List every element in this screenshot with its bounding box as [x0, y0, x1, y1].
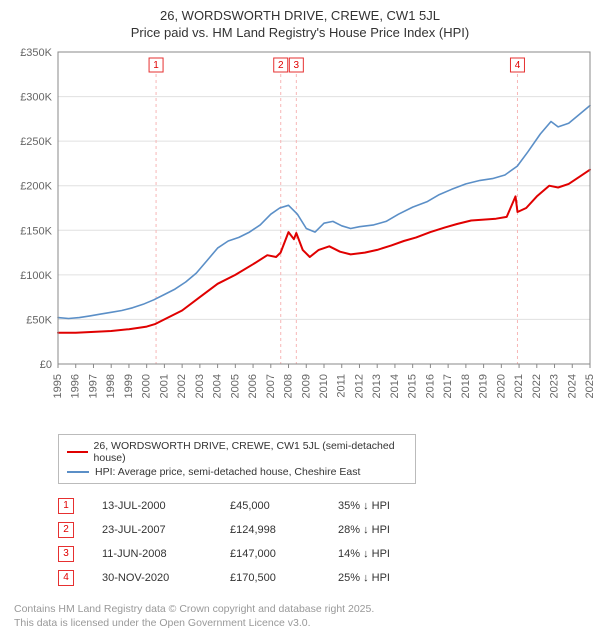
event-row: 3 11-JUN-2008 £147,000 14% ↓ HPI [58, 542, 594, 566]
svg-text:2024: 2024 [566, 374, 578, 398]
svg-text:£250K: £250K [20, 136, 52, 148]
svg-text:2014: 2014 [389, 374, 401, 398]
event-marker: 4 [58, 570, 74, 586]
svg-text:4: 4 [515, 60, 521, 71]
event-delta: 25% ↓ HPI [338, 572, 428, 584]
svg-text:£200K: £200K [20, 180, 52, 192]
svg-text:1999: 1999 [123, 374, 135, 398]
legend-label: 26, WORDSWORTH DRIVE, CREWE, CW1 5JL (se… [94, 440, 407, 464]
event-row: 4 30-NOV-2020 £170,500 25% ↓ HPI [58, 566, 594, 590]
svg-text:1996: 1996 [70, 374, 82, 398]
svg-text:£50K: £50K [26, 314, 52, 326]
svg-text:2004: 2004 [212, 374, 224, 398]
svg-text:2015: 2015 [407, 374, 419, 398]
svg-text:2017: 2017 [442, 374, 454, 398]
legend-swatch [67, 471, 89, 473]
title-line-2: Price paid vs. HM Land Registry's House … [6, 25, 594, 42]
svg-text:2022: 2022 [531, 374, 543, 398]
svg-text:£150K: £150K [20, 225, 52, 237]
event-row: 1 13-JUL-2000 £45,000 35% ↓ HPI [58, 494, 594, 518]
event-marker: 3 [58, 546, 74, 562]
legend-item: HPI: Average price, semi-detached house,… [67, 465, 407, 479]
footer-line-1: Contains HM Land Registry data © Crown c… [14, 602, 594, 616]
svg-text:2008: 2008 [283, 374, 295, 398]
svg-text:2025: 2025 [584, 374, 594, 398]
svg-text:1: 1 [153, 60, 159, 71]
svg-text:1998: 1998 [105, 374, 117, 398]
chart-container: 26, WORDSWORTH DRIVE, CREWE, CW1 5JL Pri… [0, 0, 600, 636]
legend: 26, WORDSWORTH DRIVE, CREWE, CW1 5JL (se… [58, 434, 416, 484]
event-delta: 28% ↓ HPI [338, 524, 428, 536]
chart-plot: £0 £50K £100K £150K £200K £250K £300K £350K 1995… [6, 46, 594, 426]
svg-text:2023: 2023 [549, 374, 561, 398]
footer-line-2: This data is licensed under the Open Gov… [14, 616, 594, 630]
svg-text:2003: 2003 [194, 374, 206, 398]
svg-text:2000: 2000 [141, 374, 153, 398]
svg-text:£350K: £350K [20, 47, 52, 59]
svg-text:1997: 1997 [87, 374, 99, 398]
svg-text:2020: 2020 [495, 374, 507, 398]
event-date: 30-NOV-2020 [102, 572, 202, 584]
event-date: 11-JUN-2008 [102, 548, 202, 560]
event-marker: 2 [58, 522, 74, 538]
svg-text:2013: 2013 [371, 374, 383, 398]
svg-text:2007: 2007 [265, 374, 277, 398]
svg-text:2: 2 [278, 60, 284, 71]
svg-text:£100K: £100K [20, 270, 52, 282]
event-price: £124,998 [230, 524, 310, 536]
event-delta: 14% ↓ HPI [338, 548, 428, 560]
footer: Contains HM Land Registry data © Crown c… [14, 602, 594, 630]
svg-text:£300K: £300K [20, 91, 52, 103]
event-price: £147,000 [230, 548, 310, 560]
event-date: 13-JUL-2000 [102, 500, 202, 512]
chart-title: 26, WORDSWORTH DRIVE, CREWE, CW1 5JL Pri… [6, 8, 594, 42]
svg-text:2005: 2005 [229, 374, 241, 398]
events-table: 1 13-JUL-2000 £45,000 35% ↓ HPI 2 23-JUL-2007… [58, 494, 594, 590]
chart-svg: £0 £50K £100K £150K £200K £250K £300K £350K 1995… [6, 46, 594, 426]
event-marker: 1 [58, 498, 74, 514]
svg-text:1995: 1995 [52, 374, 64, 398]
svg-text:2009: 2009 [300, 374, 312, 398]
svg-text:2018: 2018 [460, 374, 472, 398]
event-date: 23-JUL-2007 [102, 524, 202, 536]
svg-text:2006: 2006 [247, 374, 259, 398]
svg-text:2011: 2011 [336, 374, 348, 398]
svg-text:2019: 2019 [478, 374, 490, 398]
title-line-1: 26, WORDSWORTH DRIVE, CREWE, CW1 5JL [6, 8, 594, 25]
legend-label: HPI: Average price, semi-detached house,… [95, 466, 360, 478]
legend-swatch [67, 451, 88, 453]
svg-text:2021: 2021 [513, 374, 525, 398]
svg-text:2016: 2016 [424, 374, 436, 398]
event-row: 2 23-JUL-2007 £124,998 28% ↓ HPI [58, 518, 594, 542]
svg-text:2012: 2012 [353, 374, 365, 398]
event-price: £45,000 [230, 500, 310, 512]
svg-text:3: 3 [294, 60, 300, 71]
svg-text:2001: 2001 [158, 374, 170, 398]
event-delta: 35% ↓ HPI [338, 500, 428, 512]
svg-text:2010: 2010 [318, 374, 330, 398]
event-price: £170,500 [230, 572, 310, 584]
legend-item: 26, WORDSWORTH DRIVE, CREWE, CW1 5JL (se… [67, 439, 407, 465]
svg-text:£0: £0 [40, 359, 52, 371]
svg-text:2002: 2002 [176, 374, 188, 398]
